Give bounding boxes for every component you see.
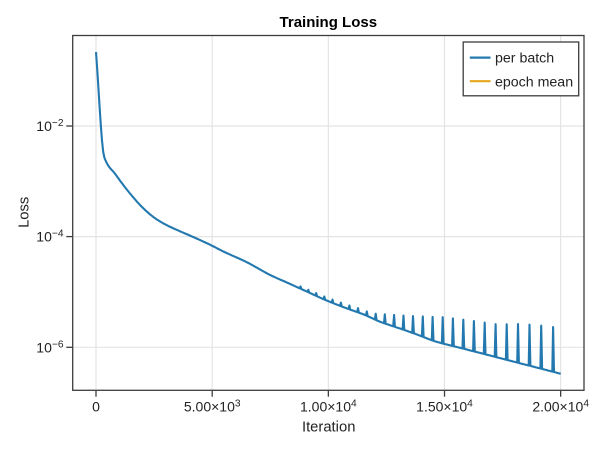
svg-text:Iteration: Iteration (302, 420, 355, 436)
svg-text:1.50×104: 1.50×104 (416, 399, 473, 415)
svg-text:0: 0 (92, 399, 100, 415)
svg-text:5.00×103: 5.00×103 (184, 399, 241, 415)
svg-text:Loss: Loss (17, 197, 33, 228)
svg-text:per batch: per batch (495, 51, 554, 67)
svg-text:1.00×104: 1.00×104 (300, 399, 357, 415)
svg-text:2.00×104: 2.00×104 (532, 399, 589, 415)
svg-text:epoch mean: epoch mean (495, 74, 573, 90)
svg-text:Training Loss: Training Loss (280, 14, 378, 31)
